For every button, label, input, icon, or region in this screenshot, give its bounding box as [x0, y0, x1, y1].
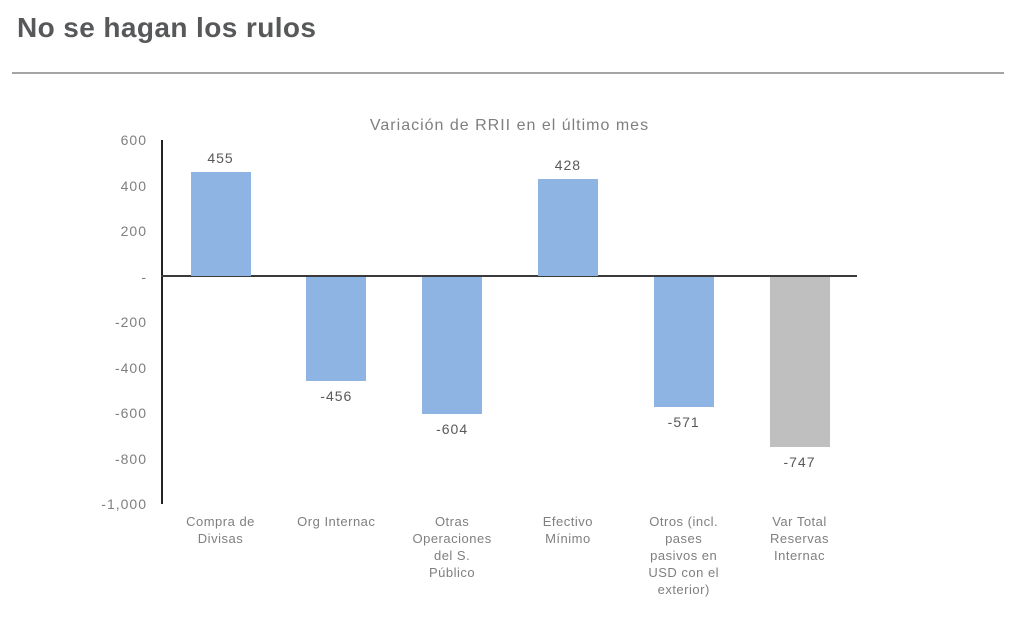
y-tick-label: -600	[114, 405, 147, 421]
y-tick-label: 200	[120, 223, 147, 239]
x-axis-label: Otras Operaciones del S. Público	[412, 514, 492, 580]
bar-4	[537, 178, 598, 276]
bar-2	[306, 277, 367, 381]
bar-5	[653, 277, 714, 407]
x-axis-label: Compra de Divisas	[186, 514, 255, 546]
y-tick-label: -1,000	[101, 496, 147, 512]
y-tick-label: -400	[114, 359, 147, 376]
x-axis-label: Otros (incl. pases pasivos en USD con el…	[648, 514, 720, 597]
bar-value-label: -604	[436, 421, 469, 438]
y-tick-label: -800	[114, 450, 147, 467]
bar-value-label: 455	[207, 150, 234, 167]
y-tick-label: 600	[120, 132, 147, 148]
zero-baseline	[161, 275, 857, 277]
page-title: No se hagan los rulos	[17, 12, 317, 43]
bar-value-label: -571	[667, 413, 700, 430]
x-axis-label: Efectivo Mínimo	[542, 514, 594, 546]
bar-value-label: -747	[783, 453, 816, 470]
bar-value-label: -456	[320, 387, 353, 404]
title-divider	[12, 72, 1004, 74]
y-tick-label: -	[141, 268, 147, 285]
bar-3	[422, 277, 483, 415]
chart-title: Variación de RRII en el último mes	[369, 117, 650, 134]
x-axis-label: Var Total Reservas Internac	[770, 514, 829, 563]
bar-value-label: 428	[554, 156, 582, 173]
x-axis-label: Org Internac	[297, 514, 376, 529]
bar-1	[190, 172, 251, 276]
y-axis-line	[161, 140, 163, 504]
y-tick-label: 400	[120, 177, 147, 194]
y-tick-label: -200	[114, 314, 147, 330]
bar-6	[769, 277, 830, 447]
